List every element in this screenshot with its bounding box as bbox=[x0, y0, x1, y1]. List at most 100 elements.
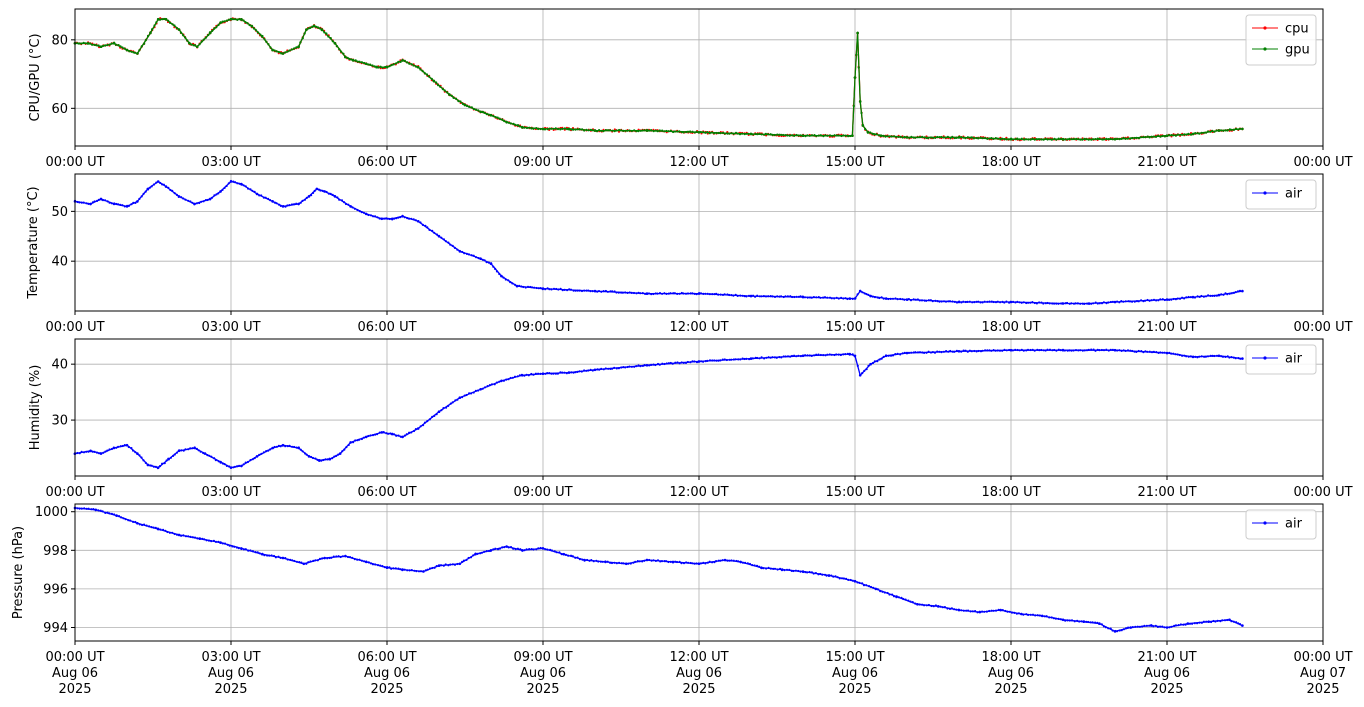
data-point bbox=[269, 46, 272, 49]
data-point bbox=[704, 360, 707, 363]
data-point bbox=[1061, 302, 1065, 305]
data-point bbox=[574, 289, 577, 292]
data-point bbox=[403, 59, 406, 62]
data-point bbox=[440, 236, 443, 239]
data-point bbox=[346, 56, 349, 60]
data-point bbox=[143, 523, 146, 526]
data-point bbox=[523, 549, 526, 552]
data-point bbox=[656, 362, 660, 366]
data-point bbox=[1174, 298, 1177, 301]
data-point bbox=[386, 217, 389, 220]
data-point bbox=[524, 286, 527, 289]
data-point bbox=[247, 187, 250, 190]
x-tick-label: 00:00 UT bbox=[1293, 320, 1352, 335]
data-point bbox=[424, 224, 427, 227]
data-point bbox=[909, 600, 912, 603]
data-point bbox=[1179, 133, 1182, 136]
data-point bbox=[1046, 348, 1049, 351]
data-point bbox=[1161, 625, 1164, 628]
data-point bbox=[804, 354, 807, 357]
data-point bbox=[419, 570, 423, 573]
data-point bbox=[550, 127, 553, 130]
data-point bbox=[1053, 302, 1056, 305]
data-point bbox=[620, 291, 623, 294]
data-point bbox=[284, 205, 287, 208]
data-point bbox=[1090, 138, 1093, 141]
data-point bbox=[1096, 621, 1099, 625]
data-point bbox=[193, 536, 197, 539]
data-point bbox=[187, 448, 190, 451]
data-point bbox=[546, 548, 549, 551]
data-point bbox=[611, 367, 614, 370]
data-point bbox=[91, 43, 94, 46]
series-line-cpu bbox=[75, 18, 1243, 140]
data-point bbox=[413, 569, 416, 572]
y-tick-label: 30 bbox=[51, 414, 68, 429]
data-point bbox=[964, 300, 967, 304]
data-point bbox=[764, 295, 768, 298]
data-point bbox=[835, 353, 838, 356]
x-tick-date-label: Aug 06 bbox=[676, 666, 722, 681]
data-point bbox=[311, 25, 314, 28]
data-point bbox=[663, 130, 666, 133]
data-point bbox=[1196, 622, 1199, 625]
data-point bbox=[1036, 614, 1039, 617]
data-point bbox=[1057, 137, 1060, 140]
data-point bbox=[412, 218, 415, 221]
data-point bbox=[281, 443, 285, 447]
data-point bbox=[163, 462, 166, 465]
data-point bbox=[277, 555, 280, 558]
data-point bbox=[381, 66, 384, 69]
data-point bbox=[606, 129, 610, 132]
data-point bbox=[1141, 625, 1144, 628]
data-point bbox=[331, 40, 334, 43]
data-point bbox=[1018, 301, 1021, 304]
data-point bbox=[110, 512, 113, 515]
data-point bbox=[1168, 626, 1171, 629]
data-point bbox=[706, 359, 709, 362]
data-point bbox=[994, 137, 997, 140]
data-point bbox=[936, 350, 939, 353]
data-point bbox=[572, 371, 575, 374]
data-point bbox=[1018, 349, 1021, 352]
data-point bbox=[659, 560, 662, 563]
data-point bbox=[723, 558, 727, 562]
data-point bbox=[730, 358, 733, 361]
data-point bbox=[269, 199, 272, 202]
data-point bbox=[920, 299, 924, 302]
data-point bbox=[834, 575, 837, 578]
data-point bbox=[580, 289, 584, 293]
data-point bbox=[1035, 138, 1038, 141]
data-point bbox=[667, 362, 671, 365]
data-point bbox=[149, 31, 152, 35]
data-point bbox=[136, 452, 139, 455]
data-point bbox=[1191, 132, 1195, 136]
data-point bbox=[786, 295, 790, 298]
data-point bbox=[274, 556, 277, 559]
data-point bbox=[132, 520, 135, 524]
data-point bbox=[1036, 348, 1039, 351]
data-point bbox=[556, 128, 560, 131]
data-point bbox=[369, 562, 373, 565]
data-point bbox=[950, 607, 954, 610]
data-point bbox=[897, 596, 900, 599]
data-point bbox=[585, 289, 588, 292]
data-point bbox=[1016, 300, 1019, 303]
data-point bbox=[376, 564, 380, 567]
x-tick-label: 18:00 UT bbox=[981, 320, 1040, 335]
data-point bbox=[717, 293, 720, 296]
data-point bbox=[327, 192, 330, 195]
data-point bbox=[136, 52, 139, 55]
data-point bbox=[983, 300, 986, 303]
data-point bbox=[509, 546, 513, 549]
data-point bbox=[793, 134, 796, 137]
data-point bbox=[416, 427, 420, 430]
data-point bbox=[516, 124, 520, 127]
data-point bbox=[354, 59, 357, 62]
y-axis-label: Pressure (hPa) bbox=[11, 526, 26, 619]
data-point bbox=[379, 65, 382, 68]
data-point bbox=[260, 452, 263, 455]
data-point bbox=[1001, 300, 1004, 303]
data-point bbox=[1129, 349, 1132, 352]
